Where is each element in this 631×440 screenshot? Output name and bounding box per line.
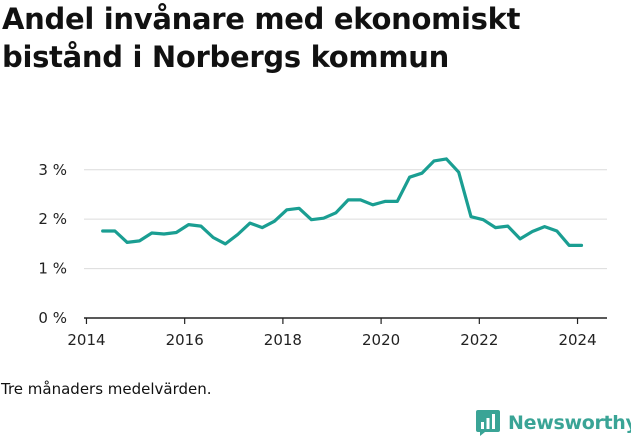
x-tick-label: 2020 <box>362 331 400 349</box>
x-tick-label: 2024 <box>558 331 596 349</box>
line-chart: 0 % 1 % 2 % 3 % 2014 2016 2018 2020 2022 2024 <box>38 157 607 349</box>
y-tick-label: 1 % <box>38 260 67 278</box>
bar-chart-speech-bubble-icon <box>476 410 500 436</box>
x-tick-label: 2016 <box>166 331 204 349</box>
y-tick-label: 2 % <box>38 210 67 228</box>
x-tick-label: 2022 <box>460 331 498 349</box>
series-line <box>101 157 584 247</box>
brand-name: Newsworthy <box>508 412 631 434</box>
brand-logo[interactable]: Newsworthy <box>476 407 631 439</box>
y-tick-label: 3 % <box>38 161 67 179</box>
y-tick-label: 0 % <box>38 309 67 327</box>
chart-note: Tre månaders medelvärden. <box>1 380 212 398</box>
x-tick-label: 2014 <box>67 331 105 349</box>
x-tick-label: 2018 <box>264 331 302 349</box>
chart-title: Andel invånare med ekonomiskt bistånd i … <box>2 2 521 74</box>
